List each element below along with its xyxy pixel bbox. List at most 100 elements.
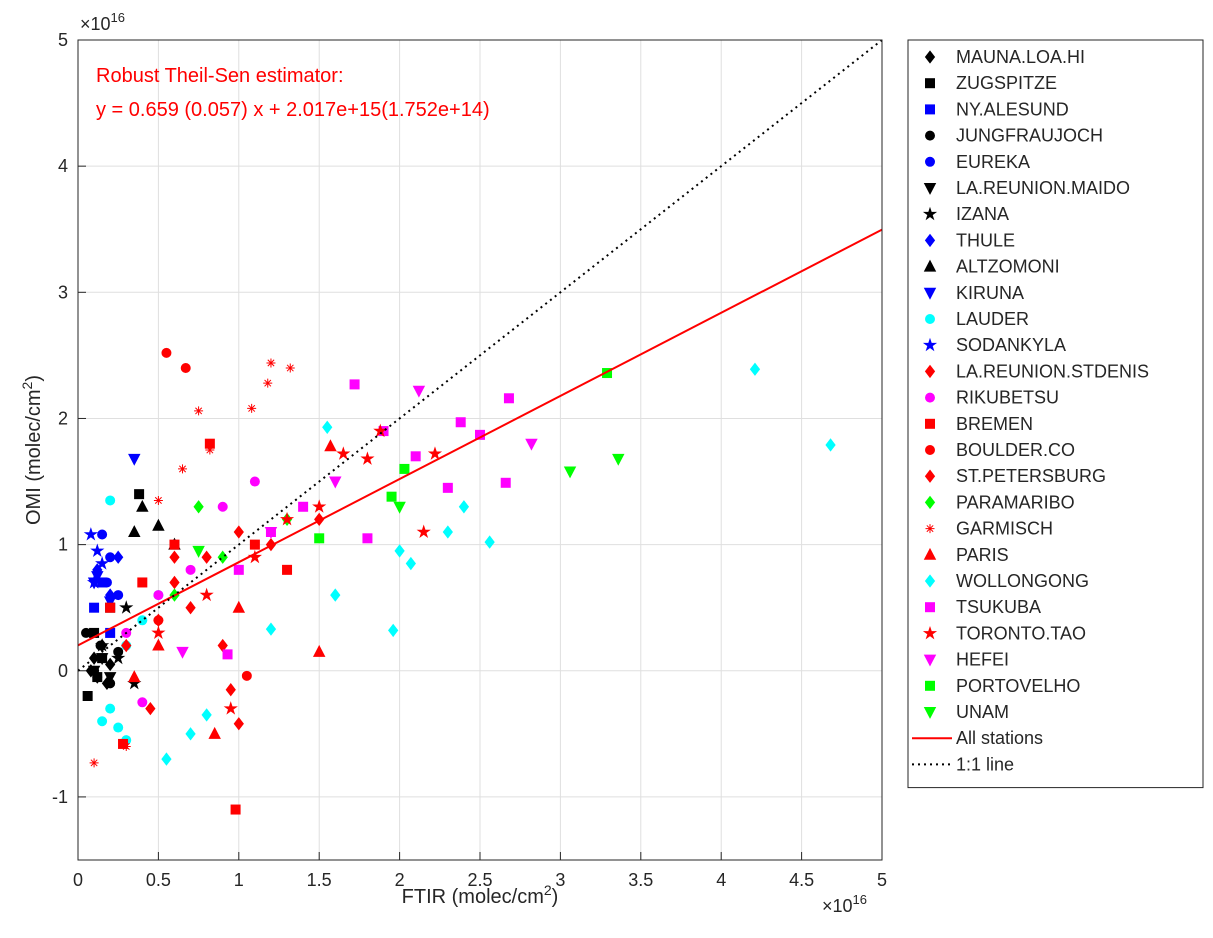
point	[145, 701, 156, 716]
legend-box	[907, 39, 1204, 789]
point	[282, 564, 293, 575]
legend-label: ALTZOMONI	[956, 257, 1060, 277]
text-part: )	[552, 886, 559, 908]
x-tick-label: 4.5	[789, 870, 814, 890]
x-tick-label: 3.5	[628, 870, 653, 890]
point	[500, 477, 511, 488]
annotation: Robust Theil-Sen estimator:	[96, 65, 344, 87]
point	[416, 524, 431, 539]
legend-marker	[924, 50, 936, 64]
point	[97, 716, 108, 727]
x-tick-label: 0	[73, 870, 83, 890]
point	[247, 403, 257, 413]
point	[178, 464, 188, 474]
point	[393, 501, 406, 514]
legend-label: ST.PETERSBURG	[956, 466, 1106, 486]
point	[405, 556, 416, 571]
text-part: FTIR (molec/cm	[402, 886, 544, 908]
point	[225, 683, 236, 697]
point	[153, 590, 164, 601]
point	[161, 347, 172, 358]
point	[265, 622, 277, 636]
legend-marker	[925, 680, 935, 691]
legend-marker	[925, 314, 935, 324]
point	[410, 451, 421, 462]
y-axis-label: OMI (molec/cm2)	[19, 375, 45, 525]
y-tick-label: 4	[58, 156, 68, 176]
point	[388, 623, 399, 638]
legend-label: MAUNA.LOA.HI	[956, 47, 1085, 67]
point	[113, 550, 124, 564]
point	[223, 701, 238, 715]
point	[330, 588, 341, 602]
point	[279, 511, 295, 526]
text-part: )	[23, 375, 45, 382]
point	[128, 670, 141, 683]
text-part: 16	[111, 10, 125, 25]
point	[119, 600, 134, 614]
legend-marker	[922, 206, 938, 221]
legend-label: UNAM	[956, 702, 1009, 722]
point	[152, 518, 165, 531]
point	[442, 525, 453, 539]
text-part: ×10	[80, 14, 111, 34]
point	[136, 499, 149, 512]
point	[825, 438, 836, 452]
point	[113, 722, 124, 733]
point	[134, 489, 145, 500]
legend-label: LA.REUNION.STDENIS	[956, 361, 1149, 381]
legend-label: 1:1 line	[956, 754, 1014, 774]
point	[349, 379, 360, 390]
point	[153, 615, 164, 626]
legend-label: BOULDER.CO	[956, 440, 1075, 460]
y-tick-label: 3	[58, 282, 68, 302]
point	[103, 596, 117, 609]
point	[90, 543, 105, 557]
text-part: 16	[853, 892, 867, 907]
point	[176, 646, 189, 659]
point	[201, 550, 212, 564]
point	[137, 577, 148, 588]
legend-label: TSUKUBA	[956, 597, 1041, 617]
point	[97, 529, 108, 540]
x-tick-label: 2.5	[467, 870, 492, 890]
legend-marker	[925, 392, 935, 403]
point	[399, 463, 410, 474]
point	[208, 726, 221, 739]
point	[233, 564, 244, 575]
point	[81, 627, 92, 638]
point	[105, 602, 116, 613]
point	[312, 644, 326, 657]
point	[185, 564, 196, 575]
point	[217, 501, 228, 512]
legend-label: EUREKA	[956, 152, 1030, 172]
legend-label: PARAMARIBO	[956, 492, 1075, 512]
legend-marker	[924, 469, 936, 483]
point	[121, 638, 132, 653]
point	[169, 539, 180, 550]
point	[503, 393, 514, 404]
legend-marker	[922, 337, 938, 352]
point	[95, 556, 110, 570]
point	[241, 670, 252, 681]
fit-line	[78, 228, 882, 647]
point	[314, 533, 325, 544]
text-part: ×10	[822, 896, 853, 916]
point	[563, 466, 577, 479]
legend-marker	[925, 524, 935, 534]
legend-label: KIRUNA	[956, 283, 1024, 303]
legend-marker	[925, 445, 935, 455]
fit-line	[78, 40, 882, 672]
point	[105, 657, 116, 672]
x-tick-label: 2	[395, 870, 405, 890]
legend-marker	[923, 654, 937, 667]
point	[458, 500, 470, 514]
legend-marker	[923, 287, 937, 300]
point	[249, 539, 260, 550]
point	[386, 491, 397, 502]
point	[137, 697, 148, 708]
legend-marker	[924, 364, 936, 379]
legend-label: All stations	[956, 728, 1043, 748]
point	[484, 535, 495, 549]
point	[525, 438, 538, 451]
